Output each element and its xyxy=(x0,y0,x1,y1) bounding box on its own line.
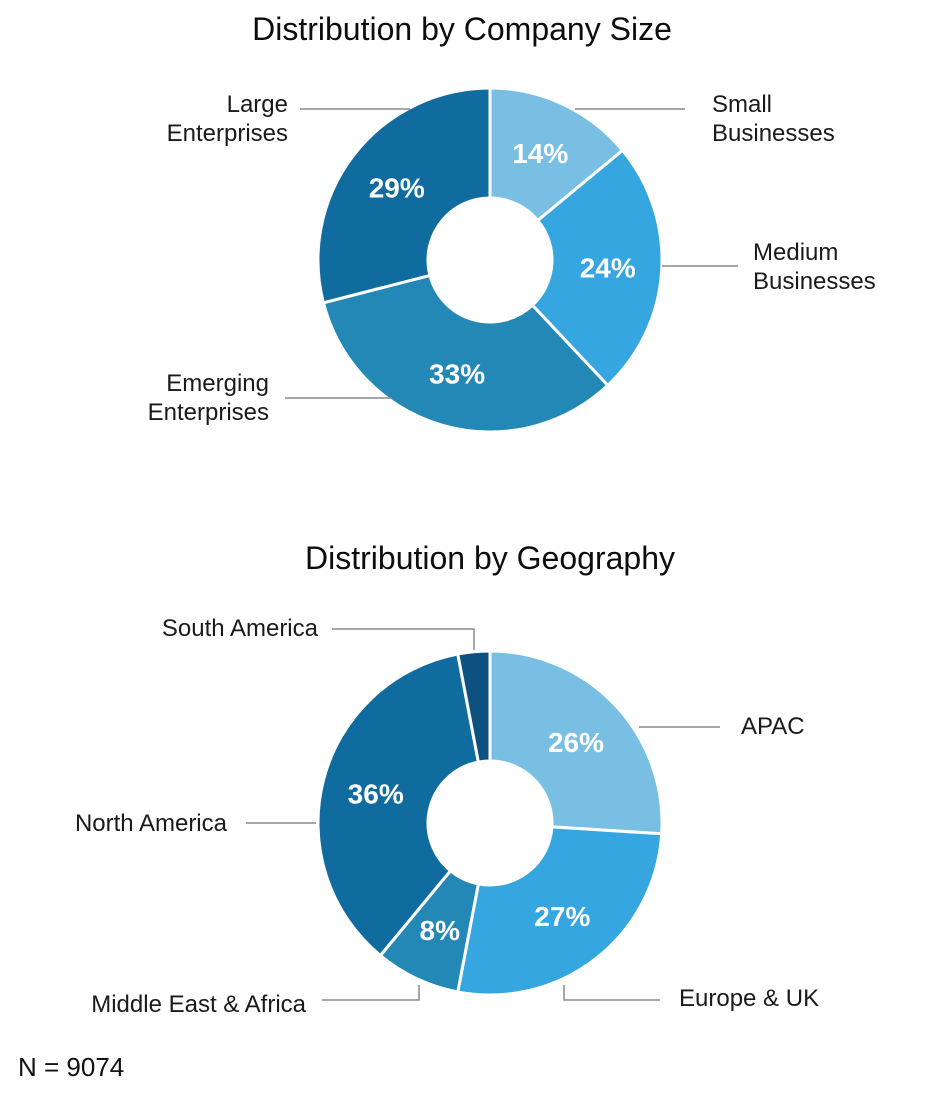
chart-0-slice-3-label: Large Enterprises xyxy=(167,91,288,147)
chart-1-slice-4 xyxy=(456,649,492,764)
chart-1-slice-3-label: North America xyxy=(75,810,228,837)
chart-1-slice-1-label: Europe & UK xyxy=(679,985,819,1012)
chart-1-slice-1-value: 27% xyxy=(534,901,590,932)
chart-1-slice-1 xyxy=(456,825,664,997)
chart-0-slice-0 xyxy=(488,86,625,223)
chart-0-title: Distribution by Company Size xyxy=(252,11,672,47)
chart-1-slice-1-leader xyxy=(563,985,660,1001)
chart-1-slice-0-label: APAC xyxy=(741,713,805,740)
chart-0-slice-3 xyxy=(316,86,492,305)
chart-0-slice-1-label: Medium Businesses xyxy=(753,239,876,295)
chart-1-slice-2-label: Middle East & Africa xyxy=(91,991,306,1018)
chart-0-slice-1 xyxy=(530,148,664,388)
chart-1-slice-0 xyxy=(488,649,664,836)
chart-0-slice-2-label: Emerging Enterprises xyxy=(148,370,269,426)
chart-0-slice-0-value: 14% xyxy=(512,138,568,169)
chart-1-slice-2-leader xyxy=(322,985,420,1001)
chart-0-slice-0-label: Small Businesses xyxy=(712,91,835,147)
sample-size-note: N = 9074 xyxy=(18,1052,125,1082)
chart-1-slice-4-label: South America xyxy=(162,615,319,642)
chart-1-slice-3-value: 36% xyxy=(348,779,404,810)
chart-0-slice-1-value: 24% xyxy=(580,252,636,283)
chart-0-slice-3-value: 29% xyxy=(369,173,425,204)
chart-0-slice-2 xyxy=(321,273,610,434)
chart-0-slice-2-value: 33% xyxy=(429,358,485,389)
chart-1-slice-2-value: 8% xyxy=(420,915,461,946)
chart-1-slice-3 xyxy=(316,652,481,958)
chart-1-slice-0-value: 26% xyxy=(548,727,604,758)
chart-1-title: Distribution by Geography xyxy=(305,540,675,576)
chart-1-slice-4-leader xyxy=(332,628,475,650)
